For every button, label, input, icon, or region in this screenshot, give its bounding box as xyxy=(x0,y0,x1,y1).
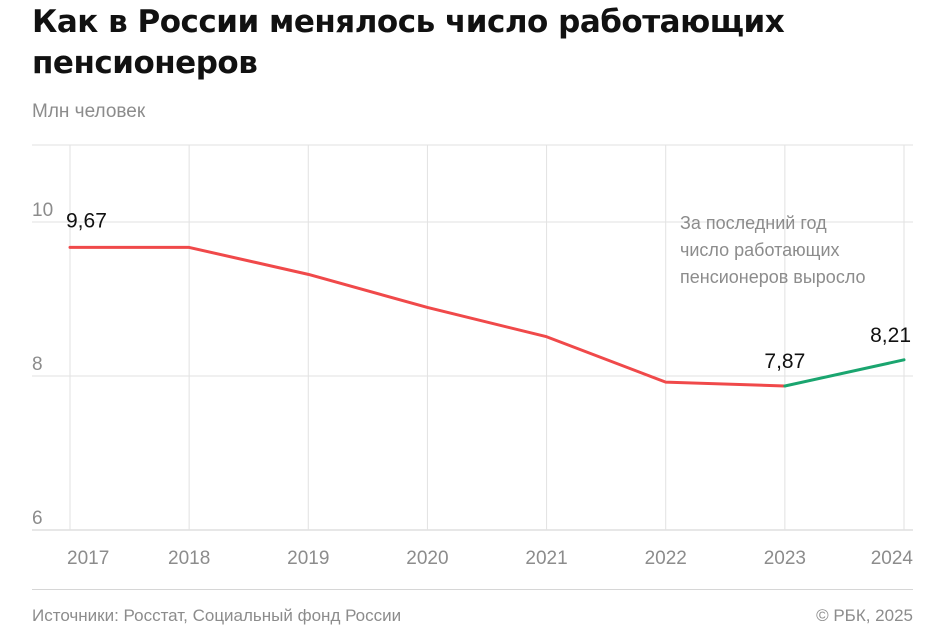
chart-grid xyxy=(32,144,913,531)
y-tick-label: 8 xyxy=(32,354,43,375)
source-note: Источники: Росстат, Социальный фонд Росс… xyxy=(32,606,402,625)
y-tick-label: 10 xyxy=(32,200,53,221)
data-labels: 9,67 7,87 8,21 xyxy=(66,209,911,373)
data-label: 7,87 xyxy=(764,350,805,373)
copyright: © РБК, 2025 xyxy=(816,606,913,625)
x-tick-label: 2021 xyxy=(525,548,567,569)
chart-annotation: За последний год число работающих пенсионе… xyxy=(680,213,866,287)
x-tick-label: 2022 xyxy=(645,548,687,569)
annotation-line: пенсионеров выросло xyxy=(680,267,866,287)
y-axis-ticks: 6 8 10 xyxy=(32,200,53,529)
series-line-decline xyxy=(68,245,787,388)
data-label: 9,67 xyxy=(66,209,107,232)
chart-lines xyxy=(68,245,906,388)
line-chart: 6 8 10 2017 2018 2019 2020 2021 2022 2023 2024 9,… xyxy=(32,144,913,569)
annotation-line: число работающих xyxy=(680,240,840,260)
chart-title: Как в России менялось число работающих п… xyxy=(32,4,785,81)
x-tick-label: 2017 xyxy=(67,548,109,569)
x-tick-label: 2020 xyxy=(406,548,448,569)
x-tick-label: 2019 xyxy=(287,548,329,569)
annotation-line: За последний год xyxy=(680,213,827,233)
series-line-growth xyxy=(783,358,906,388)
x-tick-label: 2018 xyxy=(168,548,210,569)
y-tick-label: 6 xyxy=(32,508,43,529)
x-tick-label: 2024 xyxy=(871,548,914,569)
data-label: 8,21 xyxy=(870,324,911,347)
y-unit-label: Млн человек xyxy=(32,101,146,122)
x-axis-ticks: 2017 2018 2019 2020 2021 2022 2023 2024 xyxy=(67,548,913,569)
footer-divider xyxy=(32,589,913,590)
x-tick-label: 2023 xyxy=(764,548,806,569)
